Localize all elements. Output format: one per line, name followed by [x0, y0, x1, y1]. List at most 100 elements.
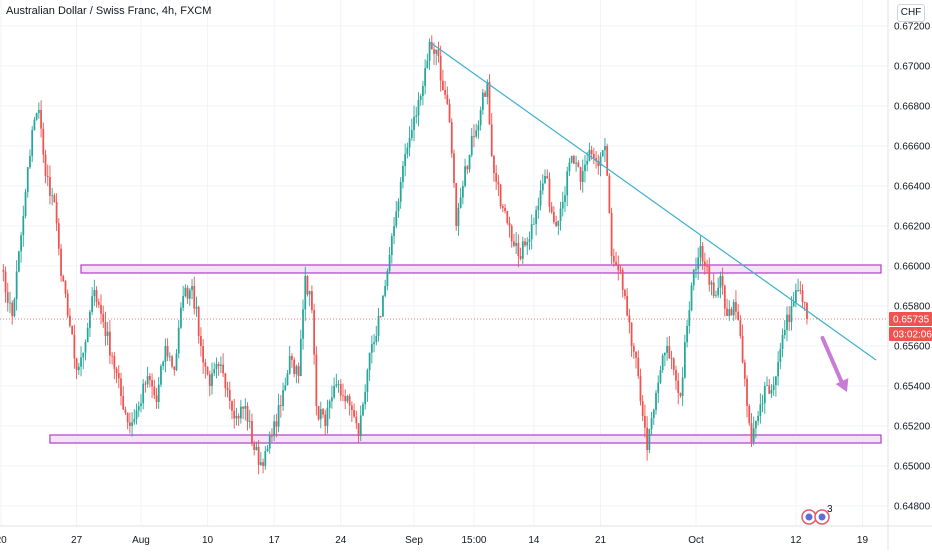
- currency-button[interactable]: CHF: [897, 4, 925, 22]
- candle-down: [204, 362, 207, 367]
- candle-up: [541, 183, 544, 191]
- candle-down: [55, 202, 58, 224]
- candle-down: [122, 396, 125, 410]
- candle-up: [175, 353, 178, 370]
- candle-up: [528, 239, 531, 242]
- candle-down: [350, 405, 353, 410]
- candle-down: [306, 276, 309, 295]
- candle-down: [617, 265, 620, 270]
- candle-down: [637, 357, 640, 376]
- candle-down: [355, 416, 358, 424]
- candle-up: [335, 384, 338, 386]
- candle-up: [299, 338, 302, 376]
- y-tick-label: 0.65800: [894, 302, 931, 313]
- candle-down: [550, 206, 553, 213]
- candle-down: [322, 409, 324, 415]
- candle-up: [459, 197, 462, 208]
- candle-up: [137, 406, 140, 411]
- candle-up: [382, 295, 384, 317]
- candle-down: [450, 122, 453, 154]
- candle-up: [690, 285, 693, 311]
- candle-up: [15, 271, 18, 300]
- candle-up: [213, 369, 216, 374]
- candle-up: [544, 176, 546, 184]
- candle-down: [253, 443, 256, 450]
- candle-up: [561, 202, 564, 209]
- x-tick-label: 15:00: [461, 535, 486, 546]
- candle-up: [719, 276, 722, 288]
- candle-up: [397, 201, 400, 212]
- candle-down: [739, 320, 742, 336]
- candle-down: [75, 358, 78, 370]
- candle-up: [601, 150, 604, 157]
- candle-down: [166, 346, 169, 357]
- candle-up: [530, 224, 533, 240]
- candle-up: [537, 205, 540, 210]
- candle-down: [632, 346, 635, 352]
- candle-down: [746, 378, 748, 406]
- candle-down: [315, 354, 318, 406]
- y-tick-label: 0.66600: [894, 142, 931, 153]
- candle-down: [484, 92, 486, 97]
- candle-up: [402, 166, 404, 182]
- y-tick-label: 0.65400: [894, 382, 931, 393]
- candle-up: [395, 211, 398, 226]
- candle-up: [177, 327, 180, 354]
- candle-down: [513, 241, 515, 246]
- candle-up: [586, 160, 589, 165]
- candle-down: [624, 289, 626, 296]
- x-tick-label: 27: [71, 535, 83, 546]
- candle-up: [308, 291, 311, 295]
- candle-down: [57, 223, 60, 249]
- candle-up: [388, 254, 391, 272]
- candle-up: [683, 342, 686, 378]
- candle-down: [342, 395, 344, 397]
- candle-up: [535, 210, 538, 224]
- candle-down: [66, 293, 69, 316]
- y-tick-label: 0.65600: [894, 342, 931, 353]
- candle-down: [493, 156, 495, 174]
- candle-up: [763, 386, 766, 404]
- candle-up: [304, 276, 307, 310]
- candle-up: [13, 299, 16, 316]
- candle-up: [475, 130, 478, 137]
- candle-down: [621, 270, 624, 290]
- y-tick-label: 0.66800: [894, 102, 931, 113]
- candle-up: [777, 362, 779, 377]
- candle-down: [97, 302, 100, 305]
- candle-up: [384, 286, 387, 296]
- candle-down: [242, 406, 244, 409]
- candle-down: [703, 261, 706, 266]
- candle-up: [413, 116, 415, 130]
- candle-down: [448, 103, 451, 122]
- candle-up: [133, 419, 136, 423]
- candle-up: [699, 246, 702, 258]
- candle-up: [408, 137, 411, 148]
- candle-down: [726, 308, 728, 316]
- candle-down: [490, 124, 493, 156]
- candle-down: [430, 42, 433, 50]
- candle-down: [233, 410, 236, 419]
- candle-up: [770, 390, 773, 394]
- price-tag-value: 0.65735: [893, 315, 930, 326]
- candle-up: [410, 130, 413, 138]
- candle-up: [755, 421, 757, 429]
- down-arrow-shaft: [820, 336, 845, 387]
- candles: [2, 35, 808, 475]
- candle-down: [524, 241, 526, 246]
- candle-down: [610, 213, 613, 256]
- candle-down: [275, 421, 278, 427]
- candle-down: [348, 396, 351, 406]
- candle-down: [324, 414, 327, 426]
- candle-down: [510, 226, 513, 242]
- candle-up: [259, 462, 262, 465]
- candle-down: [612, 256, 615, 262]
- candle-down: [508, 222, 511, 226]
- candle-down: [788, 314, 791, 323]
- candle-down: [553, 212, 555, 222]
- candle-down: [197, 307, 200, 337]
- candle-up: [426, 60, 429, 69]
- candle-down: [353, 410, 355, 417]
